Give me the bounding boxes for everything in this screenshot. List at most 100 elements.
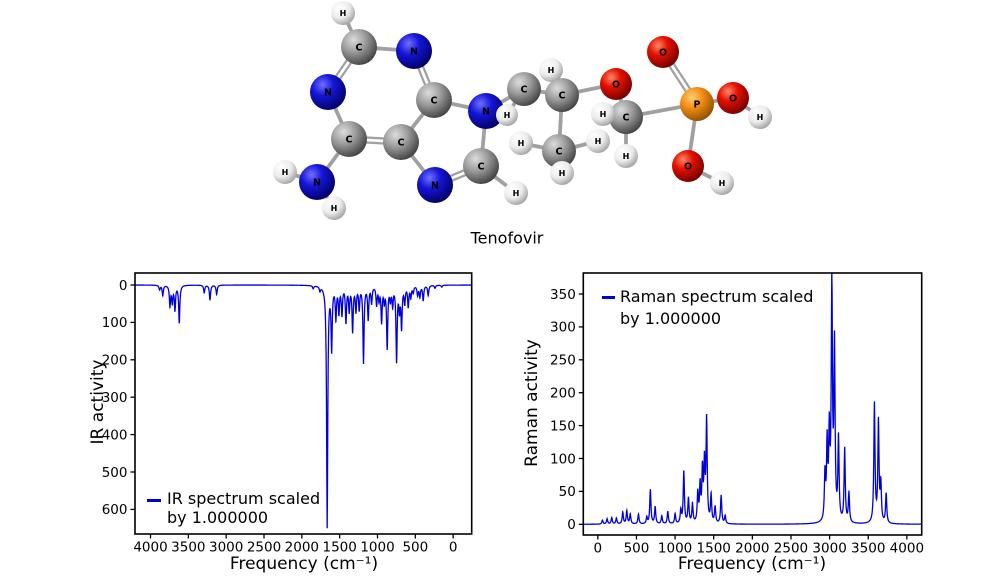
raman-plot: 0 500 1000 1500 2000 2500 3000 3500 400005010015… bbox=[550, 272, 924, 557]
atom-label: O bbox=[729, 94, 737, 105]
ir-x-tick-label: 3000 bbox=[209, 540, 243, 556]
ir-x-tick-label: 1500 bbox=[322, 540, 356, 556]
atom-label: H bbox=[600, 110, 607, 119]
atom-C bbox=[416, 82, 452, 118]
atom-N bbox=[468, 93, 504, 129]
molecule-title: Tenofovir bbox=[470, 228, 544, 248]
atom-label: P bbox=[694, 100, 701, 111]
raman-y-tick-label: 50 bbox=[559, 484, 576, 500]
ir-plot: 4000 3500 3000 2500 2000 1500 1000 500 0 0 100 200 3… bbox=[102, 272, 473, 556]
atom-H bbox=[539, 58, 563, 82]
atom-label: H bbox=[559, 169, 566, 178]
molecule-model: N C H N C C C N H H N C H N H C H C C H H H O C H H O P O H O H bbox=[273, 1, 772, 220]
atom-label: O bbox=[659, 48, 667, 59]
atom-label: C bbox=[356, 43, 363, 54]
ir-x-tick-label: 4000 bbox=[133, 540, 167, 556]
atom-H bbox=[509, 131, 533, 155]
raman-legend-swatch bbox=[602, 296, 615, 299]
atom-N bbox=[396, 33, 432, 69]
raman-y-tick-label: 350 bbox=[550, 287, 576, 303]
atom-O bbox=[717, 82, 749, 114]
atom-label: C bbox=[478, 162, 485, 173]
ir-y-tick-label: 300 bbox=[102, 390, 128, 406]
ir-legend-swatch bbox=[147, 499, 161, 502]
atom-C bbox=[507, 72, 541, 106]
raman-y-tick-label: 0 bbox=[567, 517, 576, 533]
ir-plot-frame bbox=[134, 272, 473, 535]
ir-y-tick-label: 200 bbox=[102, 353, 128, 369]
atom-C bbox=[341, 29, 377, 65]
atom-H bbox=[322, 196, 346, 220]
atom-H bbox=[331, 1, 355, 25]
atom-label: C bbox=[398, 138, 405, 149]
ir-y-tick-label: 400 bbox=[102, 427, 128, 443]
atom-label: C bbox=[556, 147, 563, 158]
atom-C bbox=[331, 121, 367, 157]
ir-y-tick-label: 100 bbox=[102, 315, 128, 331]
atom-label: C bbox=[431, 96, 438, 107]
atom-label: C bbox=[623, 113, 630, 124]
atom-label: H bbox=[548, 66, 555, 75]
raman-y-axis-title: Raman activity bbox=[522, 339, 542, 467]
raman-y-tick-label: 150 bbox=[550, 418, 576, 434]
raman-y-tick-label: 250 bbox=[550, 353, 576, 369]
atom-label: C bbox=[521, 85, 528, 96]
atom-label: H bbox=[331, 204, 338, 213]
raman-spectrum-curve bbox=[583, 272, 922, 525]
ir-x-axis-title: Frequency (cm⁻¹) bbox=[229, 554, 379, 574]
raman-y-tick-label: 300 bbox=[550, 320, 576, 336]
atom-label: N bbox=[431, 181, 439, 192]
atom-label: H bbox=[623, 152, 630, 161]
atom-C bbox=[545, 78, 579, 112]
atom-C bbox=[542, 134, 576, 168]
raman-x-tick-label: 3500 bbox=[851, 541, 885, 557]
raman-x-tick-label: 1000 bbox=[658, 541, 692, 557]
atom-label: H bbox=[340, 9, 347, 18]
atom-C bbox=[383, 124, 419, 160]
atom-H bbox=[710, 171, 734, 195]
ir-y-tick-label: 500 bbox=[102, 465, 128, 481]
ir-x-tick-label: 2000 bbox=[285, 540, 319, 556]
atom-label: H bbox=[504, 111, 511, 120]
atom-label: H bbox=[595, 137, 602, 146]
atom-label: C bbox=[559, 91, 566, 102]
raman-x-tick-label: 500 bbox=[624, 541, 650, 557]
atom-H bbox=[591, 102, 615, 126]
raman-x-tick-label: 0 bbox=[594, 541, 603, 557]
atom-label: H bbox=[513, 189, 520, 198]
atom-label: O bbox=[684, 162, 692, 173]
ir-x-tick-label: 1000 bbox=[360, 540, 394, 556]
atom-H bbox=[614, 144, 638, 168]
atom-label: O bbox=[612, 80, 620, 91]
raman-x-tick-label: 2500 bbox=[774, 541, 808, 557]
raman-y-tick-label: 200 bbox=[550, 386, 576, 402]
ir-x-tick-label: 500 bbox=[402, 540, 428, 556]
atom-H bbox=[748, 105, 772, 129]
raman-legend-label-line2: by 1.000000 bbox=[620, 309, 722, 328]
ir-y-tick-label: 600 bbox=[102, 502, 128, 518]
raman-x-tick-label: 1500 bbox=[697, 541, 731, 557]
ir-y-tick-label: 0 bbox=[119, 278, 128, 294]
atom-O bbox=[600, 68, 632, 100]
atom-label: H bbox=[757, 113, 764, 122]
atom-N bbox=[299, 164, 335, 200]
raman-x-tick-label: 4000 bbox=[890, 541, 924, 557]
atom-label: N bbox=[482, 107, 490, 118]
raman-y-tick-label: 100 bbox=[550, 451, 576, 467]
raman-x-axis-title: Frequency (cm⁻¹) bbox=[677, 554, 827, 574]
atom-H bbox=[586, 129, 610, 153]
ir-legend-label: IR spectrum scaled bbox=[167, 489, 321, 508]
atom-H bbox=[550, 161, 574, 185]
atom-label: C bbox=[346, 135, 353, 146]
ir-spectrum-curve bbox=[135, 284, 472, 529]
atom-P bbox=[680, 87, 714, 121]
raman-plot-frame bbox=[582, 272, 923, 536]
ir-x-tick-label: 2500 bbox=[247, 540, 281, 556]
atom-N bbox=[417, 167, 453, 203]
molecule-atoms: N C H N C C C N H H N C H N H C H C C H H H O C H H O P O H O H bbox=[273, 1, 772, 220]
atom-C bbox=[463, 148, 499, 184]
raman-x-tick-label: 2000 bbox=[735, 541, 769, 557]
atom-label: N bbox=[410, 47, 418, 58]
